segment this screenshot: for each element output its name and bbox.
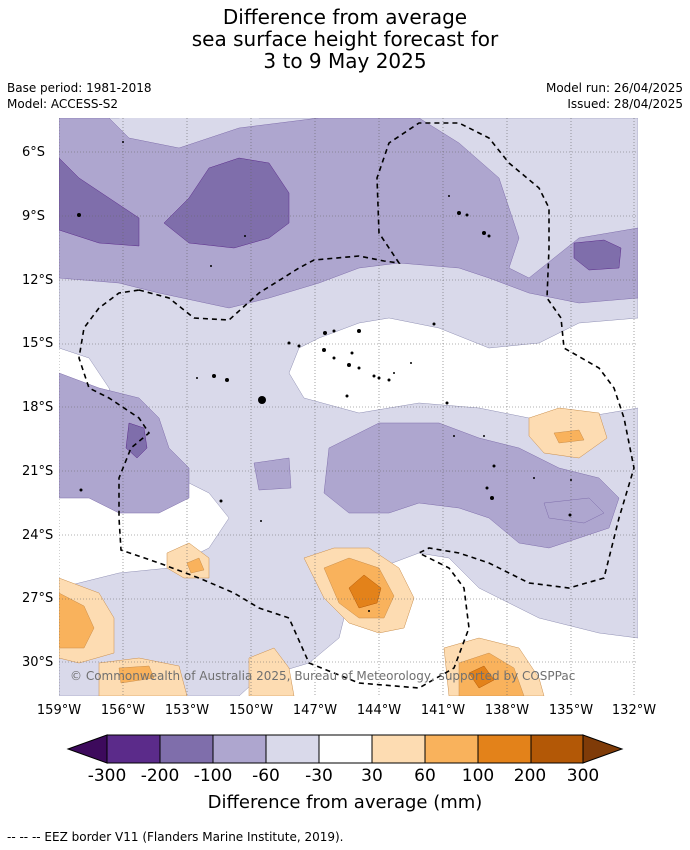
lon-label-147w: 147°W <box>292 703 338 718</box>
lat-label-12s: 12°S <box>22 273 54 288</box>
lat-label-9s: 9°S <box>22 209 46 224</box>
colorbar-label-60: 60 <box>414 766 436 786</box>
sea-surface-height-map <box>59 118 638 696</box>
lon-label-159w: 159°W <box>36 703 82 718</box>
copyright-notice: © Commonwealth of Australia 2025, Bureau… <box>70 669 576 683</box>
colorbar-label-200: 200 <box>513 766 547 786</box>
colorbar-swatch-8 <box>477 734 532 764</box>
colorbar-label-minus60: -60 <box>252 766 280 786</box>
colorbar-swatch-above-max <box>582 734 624 764</box>
anomaly-positive-med-4 <box>553 429 585 444</box>
colorbar-label-minus200: -200 <box>140 766 180 786</box>
anomaly-band-dark-2 <box>163 157 290 249</box>
lat-label-27s: 27°S <box>22 591 54 606</box>
eez-legend-footnote: -- -- -- EEZ border V11 (Flanders Marine… <box>7 830 344 844</box>
anomaly-positive-light-7 <box>248 647 295 696</box>
lon-label-150w: 150°W <box>228 703 274 718</box>
colorbar-swatch-3 <box>212 734 267 764</box>
lon-label-156w: 156°W <box>100 703 146 718</box>
colorbar-swatch-below-min <box>66 734 108 764</box>
anomaly-positive-med-5 <box>458 652 525 696</box>
map-gridlines <box>59 118 638 696</box>
eez-border <box>78 122 635 689</box>
lat-label-21s: 21°S <box>22 464 54 479</box>
colorbar-label-100: 100 <box>461 766 495 786</box>
lat-label-30s: 30°S <box>22 655 54 670</box>
colorbar-label-minus30: -30 <box>305 766 333 786</box>
colorbar-swatch-7 <box>424 734 479 764</box>
model-run: Model run: 26/04/2025 <box>545 81 683 95</box>
colorbar-swatch-6 <box>371 734 426 764</box>
base-period: Base period: 1981-2018 <box>7 81 152 95</box>
colorbar-swatch-5 <box>318 734 373 764</box>
map-title-line-3: 3 to 9 May 2025 <box>263 49 427 73</box>
lon-label-138w: 138°W <box>484 703 530 718</box>
lon-label-141w: 141°W <box>420 703 466 718</box>
map-title-line-1: Difference from average <box>222 5 468 29</box>
lon-label-132w: 132°W <box>611 703 657 718</box>
lat-label-15s: 15°S <box>22 336 54 351</box>
colorbar-label-300: 300 <box>566 766 600 786</box>
colorbar-swatch-1 <box>106 734 161 764</box>
colorbar-title: Difference from average (mm) <box>207 792 483 813</box>
colorbar-swatch-4 <box>265 734 320 764</box>
lat-label-6s: 6°S <box>22 145 46 160</box>
anomaly-band-dark-4 <box>125 422 148 459</box>
anomaly-band-medium-small <box>253 457 292 491</box>
colorbar-label-minus100: -100 <box>193 766 233 786</box>
anomaly-band-medium-right <box>543 497 605 524</box>
colorbar-label-30: 30 <box>361 766 383 786</box>
colorbar-swatch-9 <box>530 734 584 764</box>
lon-label-144w: 144°W <box>356 703 402 718</box>
anomaly-band-medium-left <box>59 372 190 514</box>
lat-label-24s: 24°S <box>22 528 54 543</box>
colorbar-label-minus300: -300 <box>87 766 127 786</box>
colorbar <box>66 734 624 764</box>
islands <box>77 141 572 612</box>
anomaly-band-dark-3 <box>573 239 622 271</box>
anomaly-positive-strong-5 <box>468 665 495 689</box>
lon-label-153w: 153°W <box>164 703 210 718</box>
anomaly-positive-med-6 <box>118 665 155 684</box>
lon-label-135w: 135°W <box>548 703 594 718</box>
anomaly-band-medium <box>59 118 638 309</box>
anomaly-band-medium-center <box>323 422 620 549</box>
issued-date: Issued: 28/04/2025 <box>567 97 683 111</box>
model-name: Model: ACCESS-S2 <box>7 97 119 111</box>
anomaly-band-dark-1 <box>59 157 140 247</box>
anomaly-positive-med-1 <box>59 592 95 649</box>
colorbar-swatch-2 <box>159 734 214 764</box>
lat-label-18s: 18°S <box>22 400 54 415</box>
anomaly-positive-med-3 <box>186 557 205 574</box>
map-title-line-2: sea surface height forecast for <box>191 27 499 51</box>
